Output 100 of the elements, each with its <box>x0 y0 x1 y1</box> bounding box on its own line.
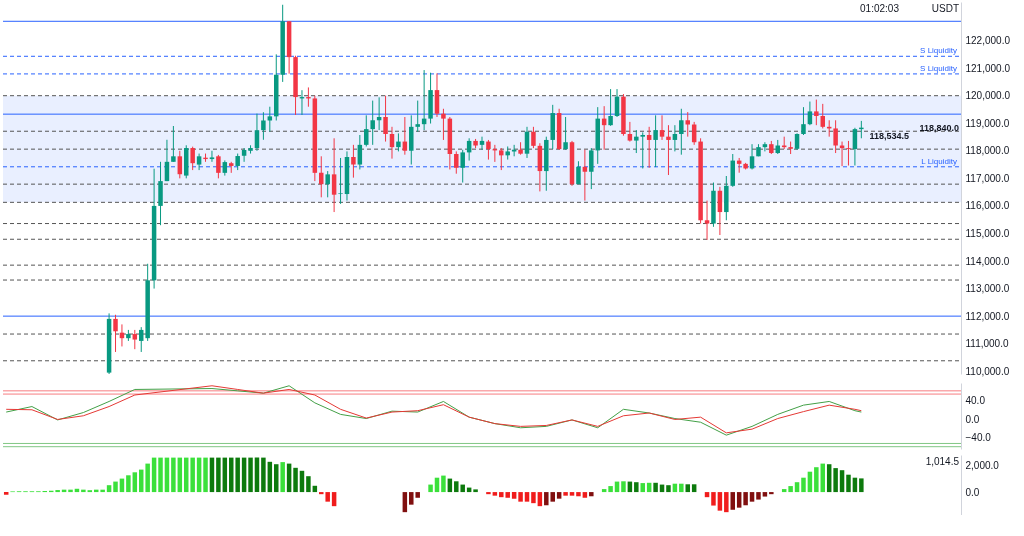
bar <box>569 492 575 496</box>
bar <box>743 492 748 506</box>
candlestick <box>833 119 838 154</box>
bar <box>724 492 729 513</box>
bar <box>582 492 588 498</box>
y-tick-label: 120,000.0 <box>965 90 1011 102</box>
candlestick <box>132 329 138 350</box>
ref-line-label: L Liquidity <box>921 156 957 166</box>
annotation: USDT <box>931 3 959 14</box>
bar <box>730 492 735 510</box>
candlestick <box>325 170 330 198</box>
candlestick <box>608 88 613 127</box>
bar <box>216 457 221 493</box>
bar <box>679 483 684 493</box>
bar <box>859 478 864 493</box>
bar <box>145 463 150 493</box>
y-tick-label: 0.0 <box>965 486 980 498</box>
candlestick <box>807 101 813 126</box>
bar <box>171 457 176 493</box>
bar <box>756 492 761 500</box>
bar <box>666 485 671 493</box>
candlestick <box>685 111 690 138</box>
candlestick <box>704 200 710 241</box>
bar <box>794 482 800 493</box>
bar <box>511 492 517 499</box>
candlestick <box>486 139 491 161</box>
bar <box>524 492 530 502</box>
candlestick <box>351 144 356 179</box>
bar <box>781 489 787 493</box>
bar <box>833 468 838 493</box>
annotation: 01:02:03 <box>860 3 900 14</box>
y-tick-label: 40.0 <box>965 395 986 407</box>
candlestick <box>801 106 806 136</box>
bar <box>788 486 793 493</box>
bar <box>640 483 645 493</box>
bar <box>306 476 311 493</box>
annotation: 118,534.5 <box>869 131 909 142</box>
candlestick <box>364 114 369 147</box>
candlestick <box>209 150 215 163</box>
bar <box>685 484 690 493</box>
bar <box>711 492 716 506</box>
bar <box>126 475 131 493</box>
candlestick <box>415 100 420 133</box>
bar <box>518 492 523 502</box>
bar <box>100 489 105 493</box>
candlestick <box>499 147 504 171</box>
bar <box>492 492 498 496</box>
y-tick-label: 117,000.0 <box>965 172 1010 184</box>
candlestick <box>582 149 588 202</box>
bar <box>563 492 568 496</box>
bar <box>839 470 845 493</box>
ref-line-label: S Liquidity <box>920 63 957 73</box>
bar <box>717 492 723 511</box>
candlestick <box>409 114 414 166</box>
candlestick <box>679 108 684 156</box>
candlestick <box>370 100 375 146</box>
candlestick <box>383 95 388 143</box>
bar <box>473 489 478 493</box>
bar <box>608 486 613 493</box>
bar <box>428 484 433 493</box>
candlestick <box>846 140 851 167</box>
bar <box>653 482 658 493</box>
y-tick-label: −40.0 <box>965 431 992 443</box>
candlestick <box>331 137 337 213</box>
y-tick-label: 111,000.0 <box>965 338 1009 350</box>
candlestick <box>460 149 465 184</box>
bar <box>801 477 806 493</box>
annotation: 118,840.0 <box>919 122 959 133</box>
bar <box>81 489 86 493</box>
bar <box>106 485 112 493</box>
candlestick <box>357 134 363 170</box>
candlestick <box>646 126 652 169</box>
bar <box>531 492 536 504</box>
bar <box>55 490 60 493</box>
y-tick-label: 121,000.0 <box>965 62 1011 74</box>
candlestick <box>396 132 401 152</box>
annotation: 1,014.5 <box>925 456 960 467</box>
y-tick-label: 116,000.0 <box>965 200 1010 212</box>
candlestick <box>319 155 324 198</box>
bar <box>736 492 742 508</box>
candlestick <box>216 154 221 179</box>
bar <box>846 474 851 493</box>
bar <box>556 492 562 499</box>
bar <box>769 492 774 495</box>
candlestick <box>589 147 594 190</box>
candlestick <box>762 141 768 152</box>
bar <box>132 472 138 493</box>
bar <box>762 492 768 497</box>
candlestick <box>241 147 247 163</box>
candlestick <box>261 111 266 141</box>
bar <box>203 457 208 493</box>
y-tick-label: 0.0 <box>965 413 980 425</box>
bar <box>235 457 240 493</box>
bar <box>248 457 253 493</box>
y-tick-label: 114,000.0 <box>965 255 1010 267</box>
bar <box>601 489 607 493</box>
y-tick-label: 118,000.0 <box>965 145 1010 157</box>
candlestick <box>434 72 440 118</box>
bar <box>749 492 755 502</box>
candlestick <box>171 125 176 163</box>
